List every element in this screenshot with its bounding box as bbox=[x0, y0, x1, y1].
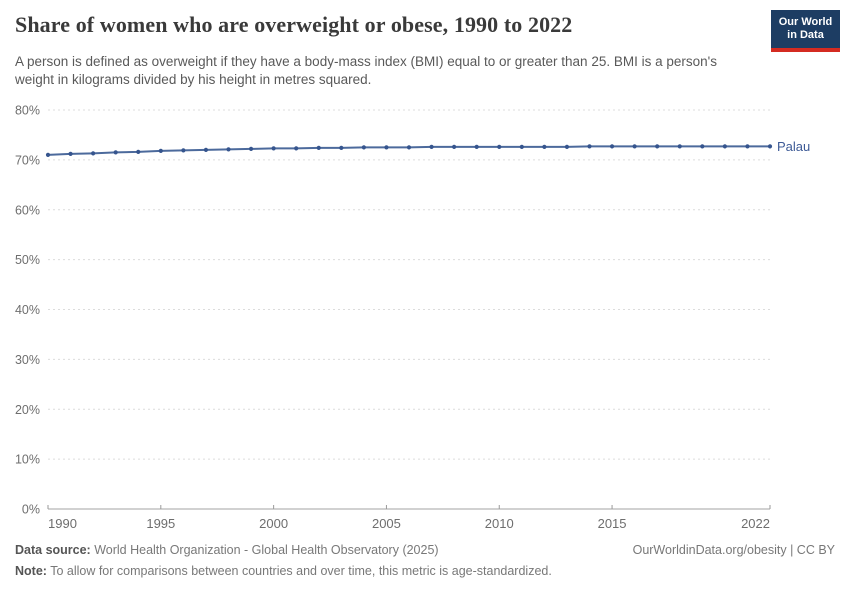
data-point[interactable] bbox=[248, 146, 254, 152]
data-point[interactable] bbox=[45, 152, 51, 157]
note-label: Note: bbox=[15, 564, 47, 578]
data-point[interactable] bbox=[429, 144, 434, 150]
y-tick-label: 10% bbox=[15, 453, 40, 467]
x-tick-label: 2005 bbox=[372, 516, 401, 531]
data-point[interactable] bbox=[452, 144, 457, 150]
x-tick-label: 2010 bbox=[485, 516, 514, 531]
data-point[interactable] bbox=[767, 144, 773, 149]
data-point[interactable] bbox=[316, 145, 321, 151]
data-point[interactable] bbox=[497, 144, 502, 150]
y-tick-label: 70% bbox=[15, 153, 40, 167]
data-point[interactable] bbox=[91, 151, 96, 156]
data-point[interactable] bbox=[158, 148, 163, 153]
data-point[interactable] bbox=[294, 146, 299, 151]
data-source-label: Data source: bbox=[15, 543, 91, 557]
data-point[interactable] bbox=[181, 148, 186, 153]
data-point[interactable] bbox=[203, 147, 209, 152]
data-point[interactable] bbox=[226, 147, 231, 152]
data-point[interactable] bbox=[722, 144, 727, 149]
y-tick-label: 40% bbox=[15, 303, 40, 317]
chart-subtitle: A person is defined as overweight if the… bbox=[15, 54, 717, 87]
data-source-line: Data source: World Health Organization -… bbox=[15, 542, 439, 559]
data-point[interactable] bbox=[700, 144, 705, 149]
data-point[interactable] bbox=[587, 144, 592, 149]
data-point[interactable] bbox=[655, 144, 660, 149]
x-tick-label: 2022 bbox=[741, 516, 770, 531]
note-text: To allow for comparisons between countri… bbox=[46, 564, 552, 578]
data-point[interactable] bbox=[632, 144, 637, 149]
data-point[interactable] bbox=[113, 150, 118, 155]
data-point[interactable] bbox=[68, 151, 73, 156]
owid-logo[interactable]: Our World in Data bbox=[771, 10, 840, 52]
data-point[interactable] bbox=[339, 145, 344, 151]
page-title: Share of women who are overweight or obe… bbox=[15, 12, 573, 37]
data-point[interactable] bbox=[542, 144, 547, 150]
x-tick-label: 2000 bbox=[259, 516, 288, 531]
y-tick-label: 0% bbox=[22, 503, 40, 517]
data-point[interactable] bbox=[271, 146, 276, 151]
y-tick-label: 60% bbox=[15, 203, 40, 217]
data-point[interactable] bbox=[361, 145, 366, 150]
chart-footer: Data source: World Health Organization -… bbox=[15, 542, 835, 580]
chart-canvas: 0% 10% 20% 30% 40% 50% 60% 70% 80% 1990 1995 2000 20… bbox=[15, 104, 810, 532]
y-tick-label: 30% bbox=[15, 353, 40, 367]
data-point[interactable] bbox=[677, 144, 682, 149]
data-point[interactable] bbox=[384, 145, 389, 150]
data-point[interactable] bbox=[519, 144, 524, 150]
license-link[interactable]: OurWorldinData.org/obesity | CC BY bbox=[632, 543, 835, 557]
y-tick-label: 50% bbox=[15, 253, 40, 267]
x-tick-label: 2015 bbox=[598, 516, 627, 531]
y-tick-label: 20% bbox=[15, 403, 40, 417]
owid-logo-line2: in Data bbox=[787, 29, 824, 41]
data-point[interactable] bbox=[136, 149, 141, 154]
owid-logo-line1: Our World bbox=[778, 16, 833, 28]
data-source-text: World Health Organization - Global Healt… bbox=[90, 543, 439, 557]
data-point[interactable] bbox=[474, 144, 479, 150]
x-tick-label: 1990 bbox=[48, 516, 77, 531]
data-point[interactable] bbox=[745, 144, 750, 149]
data-point[interactable] bbox=[406, 145, 412, 150]
data-point[interactable] bbox=[609, 144, 615, 149]
x-tick-label: 1995 bbox=[146, 516, 175, 531]
data-point[interactable] bbox=[564, 144, 570, 150]
y-tick-label: 80% bbox=[15, 104, 40, 118]
series-label[interactable]: Palau bbox=[777, 139, 810, 154]
